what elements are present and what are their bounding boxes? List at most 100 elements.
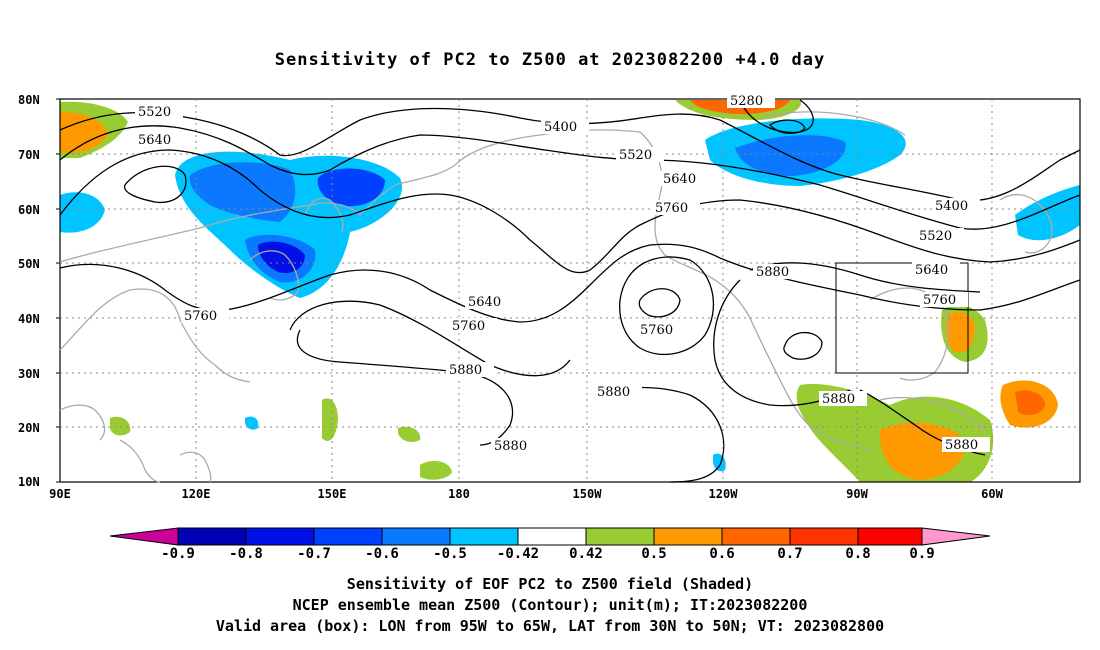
positive-region-tropical — [420, 460, 452, 480]
lat-tick-label: 40N — [18, 312, 40, 326]
valid-area-box — [835, 262, 969, 374]
colorbar-label: -0.6 — [365, 546, 399, 562]
lat-tick-label: 70N — [18, 148, 40, 162]
contour-label: 5640 — [138, 133, 171, 148]
colorbar-swatch — [857, 527, 923, 546]
lon-tick-label: 90E — [49, 487, 71, 501]
contour-5880-west — [289, 300, 571, 377]
negative-region-okhotsk — [317, 168, 385, 207]
negative-region-small-1 — [245, 416, 259, 430]
lon-tick-label: 90W — [846, 487, 868, 501]
contour-label: 5760 — [655, 201, 688, 216]
colorbar-swatch — [789, 527, 859, 546]
colorbar-swatch — [177, 527, 247, 546]
positive-region-caribbean-core — [879, 422, 966, 480]
positive-region-atlantic-core — [1015, 390, 1045, 416]
contour-label: 5760 — [923, 293, 956, 308]
colorbar-label: 0.9 — [909, 546, 934, 562]
colorbar-swatch — [449, 527, 519, 546]
colorbar-labels: -0.9 -0.8 -0.7 -0.6 -0.5 -0.42 0.42 0.5 … — [161, 546, 935, 562]
contour-5880-loop — [783, 331, 823, 360]
positive-region-pacific-small — [398, 426, 421, 443]
plot-title: Sensitivity of PC2 to Z500 at 2023082200… — [274, 50, 826, 70]
colorbar-label: -0.5 — [433, 546, 467, 562]
contour-5760-loop — [638, 288, 681, 318]
plot-frame — [59, 98, 1081, 483]
z500-contours — [59, 99, 1081, 483]
caption-line-1: Sensitivity of EOF PC2 to Z500 field (Sh… — [346, 575, 754, 593]
negative-region-kamchatka-core — [189, 162, 296, 222]
contour-label: 5520 — [138, 105, 171, 120]
contour-5760-bubble — [619, 256, 715, 356]
colorbar-swatch — [721, 527, 791, 546]
lon-tick-label: 150W — [573, 487, 603, 501]
contour-label: 5280 — [730, 94, 763, 109]
colorbar-label: -0.9 — [161, 546, 195, 562]
colorbar — [109, 527, 991, 546]
colorbar-swatch — [313, 527, 383, 546]
contour-label: 5640 — [468, 295, 501, 310]
colorbar-label: -0.42 — [497, 546, 539, 562]
negative-region-small-2 — [713, 453, 726, 472]
contour-label: 5880 — [756, 265, 789, 280]
colorbar-label: -0.7 — [297, 546, 331, 562]
shaded-sensitivity — [60, 100, 1080, 482]
tick-marks — [56, 98, 60, 483]
caption-line-2: NCEP ensemble mean Z500 (Contour); unit(… — [292, 596, 808, 614]
contour-label: 5400 — [935, 199, 968, 214]
lon-tick-labels: 90E 120E 150E 180 150W 120W 90W 60W — [49, 487, 1003, 501]
lon-tick-label: 60W — [981, 487, 1003, 501]
contour-label: 5640 — [915, 263, 948, 278]
contour-label: 5880 — [494, 439, 527, 454]
contour-label: 5760 — [452, 319, 485, 334]
colorbar-label: 0.8 — [845, 546, 870, 562]
colorbar-label: 0.6 — [709, 546, 734, 562]
coastlines — [59, 111, 1053, 483]
lat-tick-label: 20N — [18, 421, 40, 435]
contour-5520 — [59, 125, 1081, 230]
contour-label: 5880 — [822, 392, 855, 407]
positive-region-pacific-isle — [322, 398, 338, 441]
contour-5880-c — [599, 386, 725, 483]
colorbar-swatch — [517, 527, 587, 546]
lat-tick-label: 10N — [18, 475, 40, 489]
contour-label: 5520 — [919, 229, 952, 244]
colorbar-swatch — [585, 527, 655, 546]
colorbar-swatch — [381, 527, 451, 546]
contour-label: 5400 — [544, 120, 577, 135]
colorbar-swatch — [653, 527, 723, 546]
contour-5640 — [59, 149, 1081, 274]
contour-label: 5760 — [184, 309, 217, 324]
contour-label: 5880 — [945, 438, 978, 453]
positive-region-philippines — [110, 416, 131, 436]
contour-label: 5760 — [640, 323, 673, 338]
negative-region-labrador — [1015, 185, 1080, 241]
caption: Sensitivity of EOF PC2 to Z500 field (Sh… — [0, 574, 1100, 637]
colorbar-low-arrow — [109, 527, 179, 546]
colorbar-label: 0.5 — [641, 546, 666, 562]
lon-tick-label: 120E — [182, 487, 211, 501]
colorbar-high-arrow — [921, 527, 991, 546]
colorbar-label: 0.7 — [777, 546, 802, 562]
lon-tick-label: 120W — [709, 487, 739, 501]
colorbar-label: 0.42 — [569, 546, 603, 562]
colorbar-label: -0.8 — [229, 546, 263, 562]
contour-5880-east — [749, 262, 981, 293]
colorbar-swatch — [245, 527, 315, 546]
contour-label: 5880 — [597, 385, 630, 400]
lat-tick-labels: 80N 70N 60N 50N 40N 30N 20N 10N — [18, 93, 40, 489]
contour-5280-loop — [769, 119, 806, 134]
caption-line-3: Valid area (box): LON from 95W to 65W, L… — [215, 617, 885, 635]
contour-label: 5520 — [619, 148, 652, 163]
lat-tick-label: 50N — [18, 257, 40, 271]
negative-region-west — [60, 192, 105, 233]
lat-tick-label: 80N — [18, 93, 40, 107]
contour-5880-b — [713, 279, 851, 407]
lon-tick-label: 150E — [318, 487, 347, 501]
lat-tick-label: 30N — [18, 367, 40, 381]
lon-tick-label: 180 — [448, 487, 470, 501]
contour-label-group: 5280 5400 5400 5520 5520 5520 5640 5640 … — [135, 93, 990, 454]
contour-5640-loop — [123, 165, 187, 204]
contour-label: 5640 — [663, 172, 696, 187]
